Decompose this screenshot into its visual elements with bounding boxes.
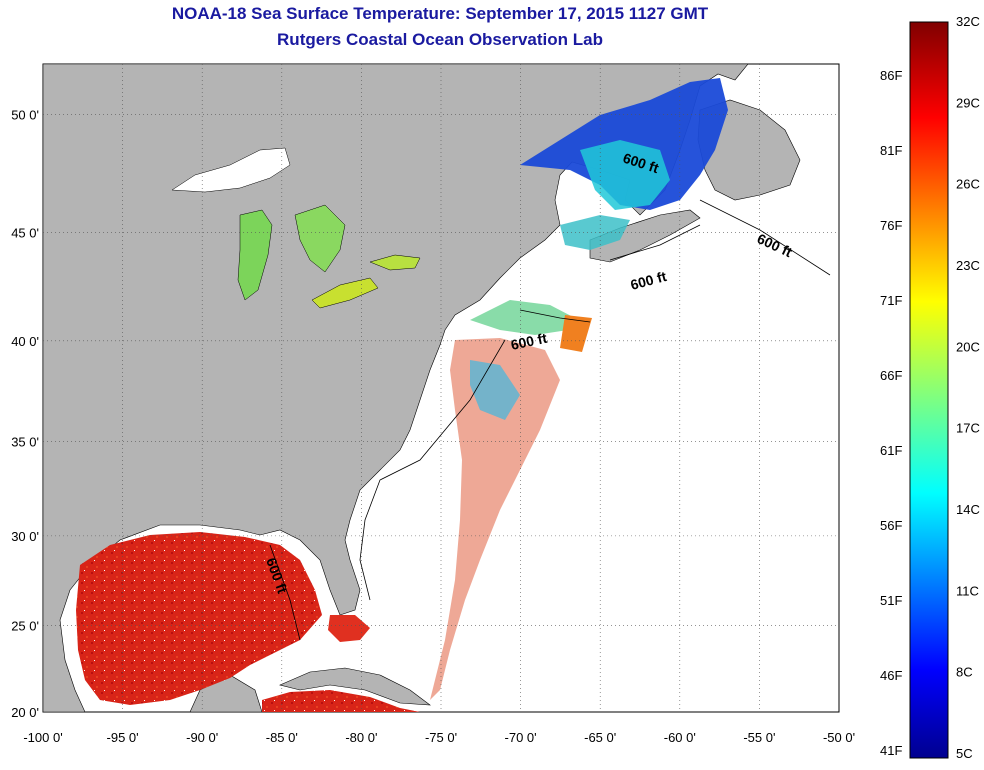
colorbar-celsius-label: 14C [956,502,980,517]
graticule [43,64,839,712]
lon-tick-label: -70 0' [505,730,537,745]
sst-offshore-swath [430,338,560,700]
lat-tick-label: 35 0' [11,434,39,449]
land-yucatan [189,674,263,712]
lat-tick-label: 30 0' [11,529,39,544]
lon-tick-label: -85 0' [266,730,298,745]
lon-tick-label: -100 0' [23,730,62,745]
sst-st-lawrence-cyan [580,140,670,210]
colorbar-fahrenheit-label: 56F [880,518,902,533]
colorbar-celsius-label: 8C [956,665,973,680]
lon-tick-label: -55 0' [743,730,775,745]
lon-tick-label: -75 0' [425,730,457,745]
lat-tick-label: 25 0' [11,619,39,634]
sst-swath-cool [470,360,520,420]
colorbar-celsius-labels: 32C 29C 26C 23C 20C 17C 14C 11C 8C 5C [956,14,980,761]
colorbar-celsius-label: 17C [956,421,980,436]
longitude-axis: -100 0' -95 0' -90 0' -85 0' -80 0' -75 0' -70… [23,730,855,745]
lake-huron [294,204,346,273]
sst-caribbean [262,690,420,712]
colorbar-fahrenheit-label: 86F [880,68,902,83]
latitude-axis: 20 0' 25 0' 30 0' 35 0' 40 0' 45 0' 50 0' [11,108,39,720]
colorbar-celsius-label: 5C [956,746,973,761]
colorbar-celsius-label: 26C [956,177,980,192]
sst-gulf-stream-orange [560,315,592,352]
contour-label-mid-atlantic: 600 ft [509,330,548,353]
sst-gulf-of-mexico [76,532,322,705]
lon-tick-label: -95 0' [107,730,139,745]
lon-tick-label: -80 0' [345,730,377,745]
colorbar-fahrenheit-label: 61F [880,443,902,458]
colorbar-celsius-label: 29C [956,95,980,110]
isobath-600ft [269,199,831,641]
colorbar-fahrenheit-label: 76F [880,218,902,233]
sst-florida-straits [328,615,370,642]
lat-tick-label: 40 0' [11,334,39,349]
colorbar-celsius-label: 11C [956,583,979,598]
lake-ontario [369,254,421,271]
colorbar-fahrenheit-labels: 86F 81F 76F 71F 66F 61F 56F 51F 46F 41F [880,68,902,758]
land-cuba [279,667,431,706]
colorbar-fahrenheit-label: 66F [880,368,902,383]
chart-title: NOAA-18 Sea Surface Temperature: Septemb… [171,4,709,23]
colorbar-fahrenheit-label: 51F [880,593,902,608]
colorbar-fahrenheit-label: 71F [880,293,902,308]
lon-tick-label: -50 0' [823,730,855,745]
lon-tick-label: -60 0' [664,730,696,745]
colorbar-fahrenheit-label: 41F [880,743,902,758]
colorbar [909,21,949,759]
lake-superior [171,147,291,193]
chart-subtitle: Rutgers Coastal Ocean Observation Lab [277,30,603,49]
sst-mid-atlantic [470,300,575,335]
lake-erie [311,277,379,309]
lat-tick-label: 20 0' [11,705,39,720]
lon-tick-label: -90 0' [186,730,218,745]
colorbar-celsius-label: 23C [956,258,980,273]
lat-tick-label: 50 0' [11,108,39,123]
colorbar-fahrenheit-label: 81F [880,143,902,158]
lat-tick-label: 45 0' [11,226,39,241]
colorbar-fahrenheit-label: 46F [880,668,902,683]
colorbar-celsius-label: 32C [956,14,980,29]
lon-tick-label: -65 0' [584,730,616,745]
colorbar-celsius-label: 20C [956,339,980,354]
